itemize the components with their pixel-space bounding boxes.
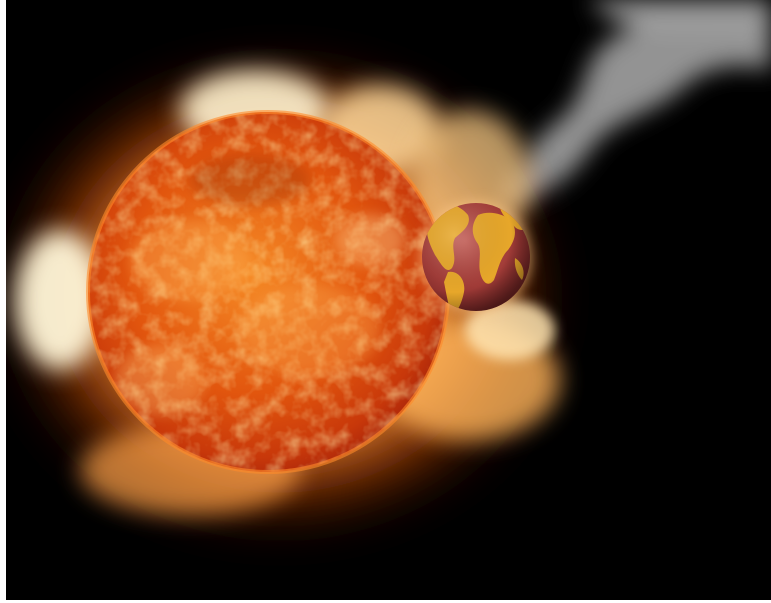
sun-icon <box>86 110 450 474</box>
smoke-trail <box>500 0 771 205</box>
frame-bottom <box>0 600 771 603</box>
frame-left <box>0 0 6 603</box>
earth-globe-icon <box>420 201 532 313</box>
